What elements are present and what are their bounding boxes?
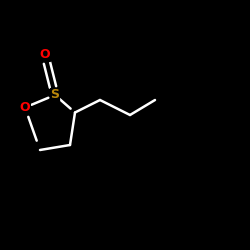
Text: S: S bbox=[50, 88, 59, 102]
Text: O: O bbox=[40, 48, 50, 62]
Text: O: O bbox=[20, 101, 30, 114]
